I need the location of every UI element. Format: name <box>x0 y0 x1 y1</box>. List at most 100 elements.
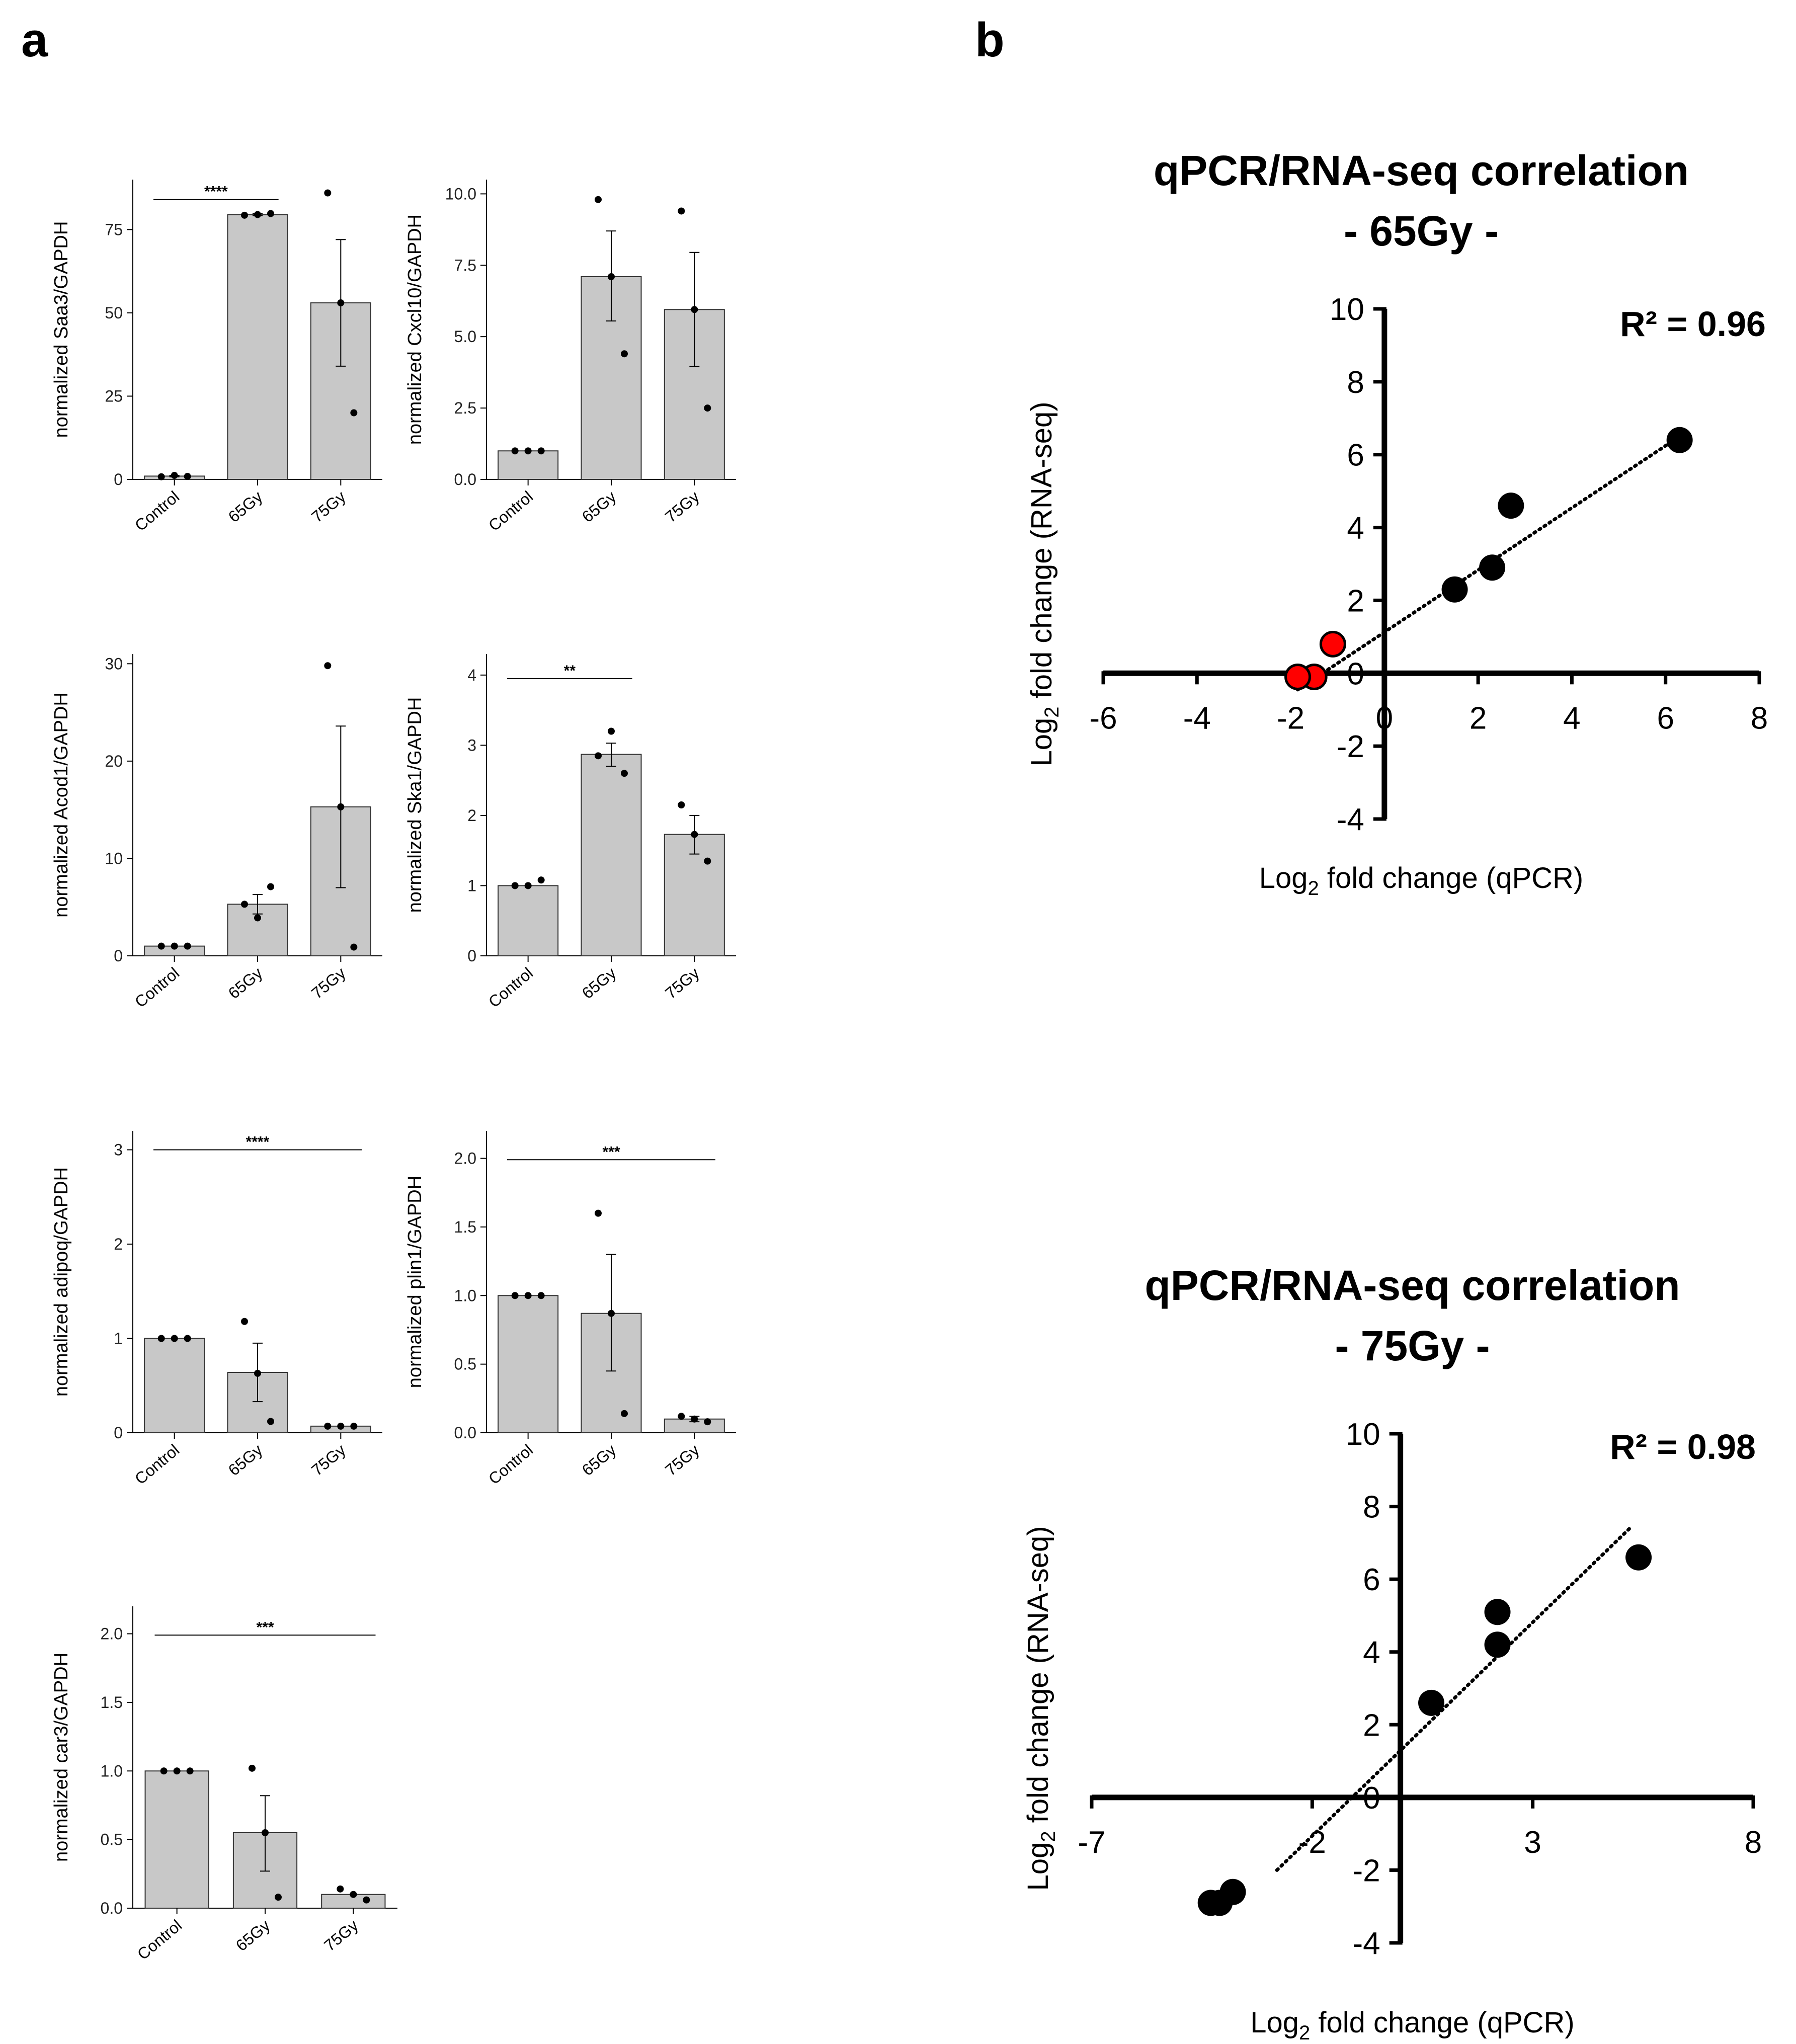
data-point <box>171 472 178 479</box>
data-point <box>524 882 532 889</box>
data-point <box>171 1335 178 1342</box>
y-tick-label: 6 <box>1363 1563 1380 1597</box>
data-point <box>324 1422 332 1430</box>
y-tick-label: 5.0 <box>454 328 476 346</box>
data-point <box>608 273 615 280</box>
x-tick-label: 65Gy <box>225 487 266 526</box>
data-point <box>267 1418 274 1425</box>
y-tick-label: 2.0 <box>454 1150 476 1168</box>
data-point <box>1498 493 1524 519</box>
data-point <box>595 196 602 203</box>
data-point <box>173 1767 181 1775</box>
data-point <box>511 882 519 889</box>
y-tick-label: 0 <box>1363 1781 1380 1816</box>
y-tick-label: 25 <box>105 387 123 405</box>
data-point <box>1484 1631 1511 1658</box>
data-point <box>337 1422 345 1430</box>
x-tick-label: 65Gy <box>579 1441 620 1480</box>
y-axis-label: normalized Acod1/GAPDH <box>51 692 72 918</box>
data-point <box>524 447 532 455</box>
y-tick-label: 0 <box>114 470 123 488</box>
y-tick-label: 0.5 <box>101 1831 123 1849</box>
y-tick-label: 4 <box>1363 1636 1380 1670</box>
data-point <box>595 1209 602 1217</box>
y-tick-label: 2 <box>114 1235 123 1253</box>
y-tick-label: -4 <box>1353 1926 1380 1961</box>
data-point <box>537 447 545 455</box>
data-point <box>241 211 248 219</box>
bar-chart-cxcl10: 0.0 2.5 5.0 7.5 10.0 normalized Cxcl10/GAPDH C… <box>404 180 736 535</box>
data-point <box>1479 554 1506 581</box>
data-point <box>184 473 191 480</box>
y-tick-label: 0 <box>114 1424 123 1442</box>
data-point <box>350 1422 358 1430</box>
x-tick-label: 75Gy <box>308 964 349 1003</box>
data-point <box>1666 427 1693 453</box>
data-point <box>1197 1890 1224 1916</box>
data-point <box>157 1335 165 1342</box>
data-point <box>337 1885 344 1893</box>
data-point <box>337 299 345 307</box>
x-tick-label: -6 <box>1089 701 1117 735</box>
y-axis-label: Log2 fold change (RNA-seq) <box>1025 401 1063 766</box>
panel-label-a: a <box>21 13 48 67</box>
data-point <box>262 1829 269 1836</box>
chart-subtitle: - 75Gy - <box>1335 1322 1490 1369</box>
y-tick-label: 0.0 <box>454 1424 476 1442</box>
data-point <box>678 801 685 808</box>
data-point <box>184 942 191 950</box>
y-tick-label: 10 <box>1346 1417 1380 1452</box>
chart-subtitle: - 65Gy - <box>1344 207 1499 255</box>
x-tick-label: 65Gy <box>225 964 266 1003</box>
x-axis-label-main: Log <box>1250 2006 1299 2039</box>
y-tick-label: 10 <box>1330 292 1364 327</box>
y-tick-label: 2 <box>467 806 476 825</box>
data-point <box>1484 1599 1511 1625</box>
data-point <box>350 943 358 951</box>
x-tick-label: -2 <box>1277 701 1304 735</box>
x-tick-label: 2 <box>1470 701 1487 735</box>
data-point <box>621 350 628 358</box>
data-point <box>254 211 261 218</box>
bar-75gy <box>664 1418 725 1434</box>
data-point <box>337 803 345 810</box>
y-axis-label-rest: fold change (RNA-seq) <box>1022 1526 1054 1831</box>
significance-label: **** <box>246 1134 270 1151</box>
r-squared-label: R² = 0.98 <box>1610 1427 1756 1466</box>
x-tick-label: 8 <box>1751 701 1768 735</box>
data-point <box>249 1764 256 1772</box>
data-point <box>267 883 274 890</box>
x-tick-label: Control <box>134 1916 185 1964</box>
data-point <box>691 1415 698 1423</box>
x-tick-label: -7 <box>1078 1825 1105 1860</box>
scatter-chart-corr75: qPCR/RNA-seq correlation - 75Gy - -7 -2 3 8 -4… <box>1022 1262 1762 2044</box>
data-point <box>691 306 698 313</box>
data-point <box>324 662 332 670</box>
x-tick-label: 65Gy <box>232 1916 274 1955</box>
y-tick-label: 1.0 <box>454 1286 476 1304</box>
x-axis-label: Log2 fold change (qPCR) <box>1250 2006 1575 2044</box>
data-point <box>254 1369 261 1377</box>
y-tick-label: 0.5 <box>454 1355 476 1373</box>
x-axis-label-main: Log <box>1259 862 1308 894</box>
y-tick-label: 2 <box>1347 584 1364 618</box>
bar-control <box>498 450 559 480</box>
panel-label-b: b <box>975 13 1005 67</box>
y-tick-label: 10 <box>105 849 123 867</box>
data-point <box>678 1413 685 1420</box>
x-tick-label: Control <box>485 1441 536 1488</box>
data-point <box>1441 576 1468 603</box>
y-tick-label: 2 <box>1363 1708 1380 1743</box>
y-tick-label: -2 <box>1337 729 1364 764</box>
y-tick-label: 0.0 <box>454 470 476 488</box>
y-tick-label: 0 <box>114 947 123 965</box>
data-point <box>524 1292 532 1299</box>
y-tick-label: 30 <box>105 655 123 673</box>
data-point-red <box>1284 664 1312 691</box>
data-point <box>363 1896 370 1904</box>
data-point <box>678 207 685 215</box>
bar-65gy <box>581 754 642 957</box>
x-tick-label: Control <box>485 964 536 1011</box>
y-tick-label: 8 <box>1347 365 1364 400</box>
x-axis-label-sub: 2 <box>1308 877 1319 900</box>
